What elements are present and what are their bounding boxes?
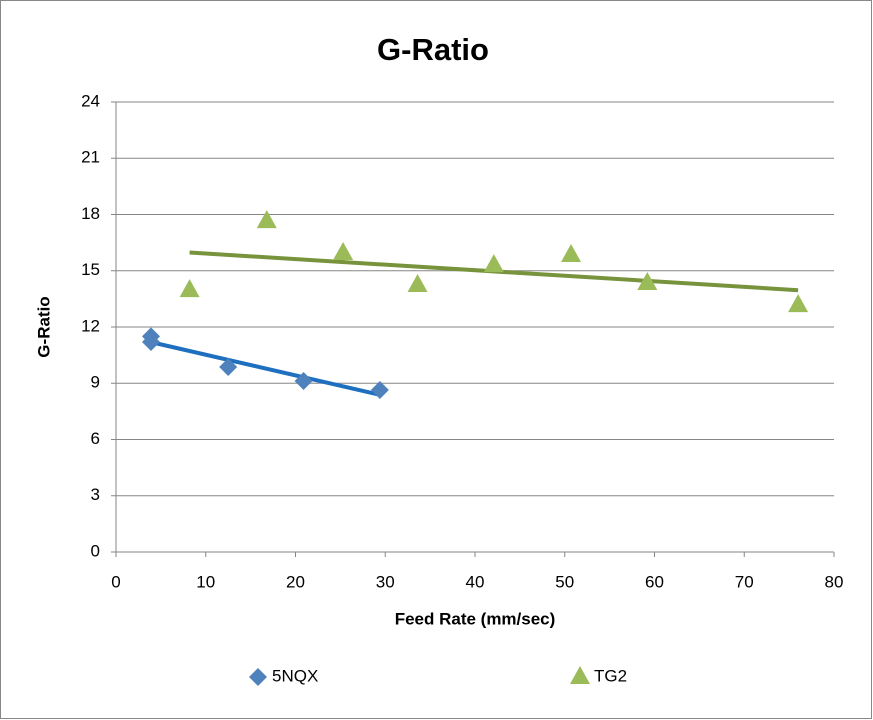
x-tick-label: 60 [645, 572, 664, 591]
marker [179, 279, 200, 298]
y-tick-label: 21 [81, 148, 100, 167]
x-tick-label: 50 [555, 572, 574, 591]
x-tick-label: 0 [111, 572, 120, 591]
y-tick-label: 9 [91, 373, 100, 392]
legend-label: TG2 [594, 666, 627, 685]
y-tick-label: 24 [81, 91, 100, 110]
x-tick-label: 20 [286, 572, 305, 591]
marker [219, 357, 238, 376]
marker [407, 274, 428, 292]
y-tick-label: 15 [81, 260, 100, 279]
legend-label: 5NQX [272, 666, 318, 685]
x-tick-label: 10 [196, 572, 215, 591]
marker [561, 244, 582, 262]
legend-marker [570, 666, 590, 684]
trendline [150, 340, 381, 397]
legend-marker [249, 668, 267, 686]
x-tick-label: 30 [376, 572, 395, 591]
chart-title: G-Ratio [377, 32, 489, 67]
marker [788, 294, 809, 313]
x-tick-label: 70 [735, 572, 754, 591]
marker [256, 210, 277, 229]
y-tick-label: 18 [81, 204, 100, 223]
y-tick-label: 3 [91, 485, 100, 504]
marker [294, 372, 313, 390]
y-tick-label: 0 [91, 541, 100, 560]
marker [333, 241, 354, 260]
y-axis-label: G-Ratio [34, 296, 53, 357]
x-tick-label: 80 [825, 572, 844, 591]
marker [637, 271, 658, 290]
y-tick-label: 12 [81, 316, 100, 335]
x-axis-label: Feed Rate (mm/sec) [395, 609, 556, 628]
marker [370, 381, 389, 399]
marker [483, 254, 504, 273]
marker [142, 333, 161, 351]
y-tick-label: 6 [91, 429, 100, 448]
x-tick-label: 40 [466, 572, 485, 591]
